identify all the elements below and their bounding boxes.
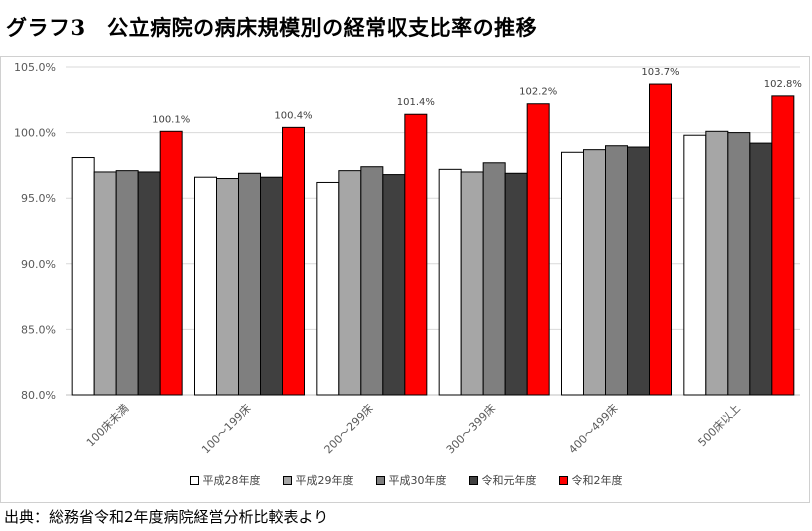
legend-item: 平成29年度 xyxy=(282,472,354,488)
bar-3-3 xyxy=(504,172,528,396)
bar-3-2 xyxy=(382,174,406,396)
bar-4-0 xyxy=(159,130,183,396)
bar-0-2 xyxy=(316,181,340,396)
legend-label: 平成30年度 xyxy=(388,474,447,487)
y-tick-label: 80.0% xyxy=(21,389,56,402)
legend-item: 平成30年度 xyxy=(375,472,447,488)
bar-0-3 xyxy=(438,168,462,396)
legend-item: 平成28年度 xyxy=(189,472,261,488)
y-tick-label: 95.0% xyxy=(21,192,56,205)
x-tick-label: 100～199床 xyxy=(198,401,253,456)
bar-4-4 xyxy=(649,83,672,396)
bar-3-4 xyxy=(627,146,650,396)
bar-2-0 xyxy=(115,170,139,396)
legend-label: 平成29年度 xyxy=(295,474,354,487)
bar-0-4 xyxy=(561,151,584,396)
legend-label: 令和元年度 xyxy=(481,474,537,487)
x-tick-label: 500床以上 xyxy=(695,401,743,449)
chart-title: グラフ3 公立病院の病床規模別の経常収支比率の推移 xyxy=(6,15,538,40)
data-label: 103.7% xyxy=(641,67,679,78)
bar-4-1 xyxy=(282,126,305,396)
y-tick-label: 100.0% xyxy=(14,127,56,140)
x-tick-label: 300～399床 xyxy=(443,401,498,456)
legend-swatch xyxy=(468,475,478,485)
bar-0-0 xyxy=(71,157,95,396)
bar-2-4 xyxy=(605,145,628,396)
legend-item: 令和元年度 xyxy=(468,472,537,488)
data-label: 100.4% xyxy=(274,110,312,121)
data-label: 102.2% xyxy=(519,87,557,98)
chart-legend: 平成28年度 平成29年度 平成30年度 令和元年度 令和2年度 xyxy=(0,472,812,488)
bar-1-5 xyxy=(705,130,729,396)
legend-swatch xyxy=(375,475,385,485)
bar-1-0 xyxy=(93,171,117,396)
source-note: 出典：総務省令和2年度病院経営分析比較表より xyxy=(4,508,329,526)
chart-frame xyxy=(0,56,810,503)
bar-4-2 xyxy=(404,113,428,396)
bar-4-5 xyxy=(771,95,795,396)
bar-1-1 xyxy=(216,178,239,396)
legend-label: 令和2年度 xyxy=(571,474,623,487)
y-tick-label: 85.0% xyxy=(21,323,56,336)
bar-2-3 xyxy=(482,162,506,396)
data-label: 101.4% xyxy=(397,97,435,108)
bar-0-5 xyxy=(683,134,707,396)
legend-label: 平成28年度 xyxy=(202,474,261,487)
legend-swatch xyxy=(282,475,292,485)
x-tick-label: 200～299床 xyxy=(321,401,376,456)
bar-2-5 xyxy=(727,132,751,396)
data-label: 100.1% xyxy=(152,114,190,125)
legend-swatch xyxy=(558,475,568,485)
y-tick-label: 90.0% xyxy=(21,258,56,271)
bar-2-1 xyxy=(238,172,261,396)
y-tick-label: 105.0% xyxy=(14,61,56,74)
data-label: 102.8% xyxy=(764,79,802,90)
bar-2-2 xyxy=(360,166,384,396)
legend-item: 令和2年度 xyxy=(558,472,623,488)
bar-1-3 xyxy=(460,171,484,396)
bar-1-2 xyxy=(338,170,362,396)
x-tick-label: 400～499床 xyxy=(565,401,620,456)
legend-swatch xyxy=(189,475,199,485)
bar-3-5 xyxy=(749,142,773,396)
x-tick-label: 100床未満 xyxy=(83,401,131,449)
bar-4-3 xyxy=(526,103,550,396)
bar-0-1 xyxy=(194,176,217,396)
bar-1-4 xyxy=(583,149,606,396)
bar-3-1 xyxy=(260,176,283,396)
bar-3-0 xyxy=(137,171,161,396)
